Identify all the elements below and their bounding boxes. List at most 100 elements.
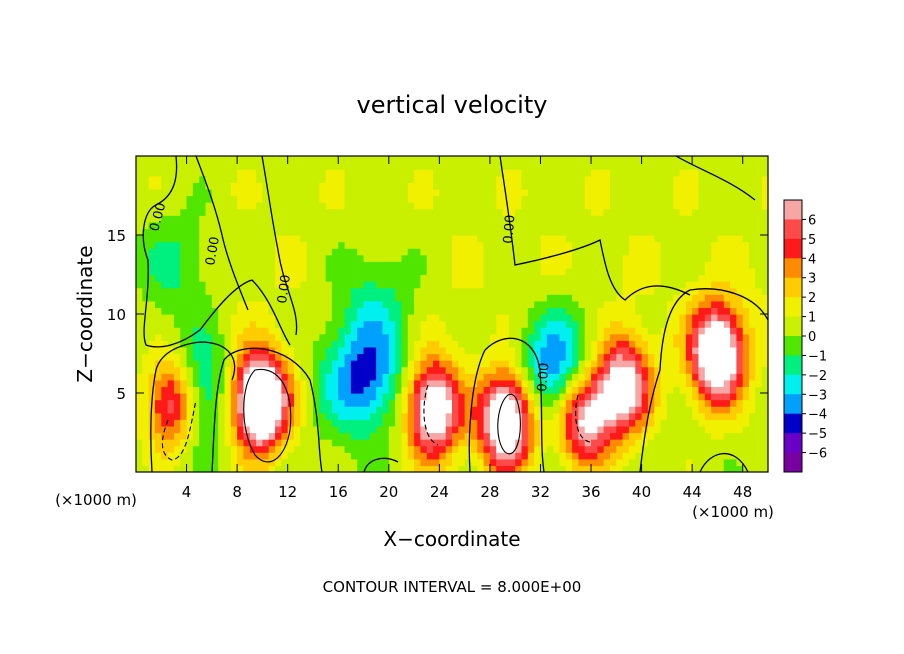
heatmap-cell — [666, 235, 674, 243]
heatmap-cell — [464, 346, 472, 355]
heatmap-cell — [477, 162, 485, 170]
heatmap-cell — [553, 366, 561, 374]
heatmap-cell — [508, 195, 516, 203]
heatmap-cell — [755, 373, 763, 381]
heatmap-cell — [704, 465, 712, 472]
heatmap-cell — [515, 175, 523, 183]
heatmap-cell — [616, 452, 624, 460]
zero-contour-line — [363, 457, 399, 472]
heatmap-cell — [445, 182, 453, 190]
heatmap-cell — [698, 162, 706, 170]
heatmap-cell — [420, 360, 428, 368]
heatmap-cell — [211, 274, 219, 282]
heatmap-cell — [660, 419, 668, 427]
heatmap-cell — [186, 261, 194, 269]
heatmap-cell — [331, 162, 339, 170]
heatmap-cell — [477, 340, 485, 348]
heatmap-cell — [704, 320, 712, 328]
heatmap-cell — [477, 307, 485, 315]
x-tick-label: 32 — [531, 483, 550, 501]
heatmap-cell — [635, 320, 643, 328]
heatmap-cell — [180, 307, 188, 315]
heatmap-cell — [433, 267, 440, 276]
heatmap-cell — [553, 333, 561, 341]
heatmap-cell — [666, 182, 674, 190]
heatmap-cell — [584, 445, 592, 453]
heatmap-cell — [616, 287, 624, 295]
heatmap-cell — [584, 399, 592, 407]
heatmap-cell — [407, 366, 415, 374]
heatmap-cell — [148, 261, 156, 269]
heatmap-cell — [477, 294, 485, 302]
heatmap-cell — [294, 386, 301, 394]
heatmap-cell — [452, 327, 459, 335]
heatmap-cell — [483, 406, 491, 414]
heatmap-cell — [237, 360, 245, 368]
heatmap-cell — [382, 169, 390, 177]
heatmap-cell — [426, 254, 434, 262]
heatmap-cell — [382, 333, 390, 341]
heatmap-cell — [742, 333, 750, 341]
heatmap-cell — [704, 406, 712, 414]
heatmap-cell — [249, 452, 257, 460]
heatmap-cell — [142, 379, 150, 388]
heatmap-cell — [256, 406, 263, 414]
heatmap-cell — [224, 340, 232, 348]
heatmap-cell — [534, 366, 542, 374]
heatmap-cell — [199, 320, 207, 328]
heatmap-cell — [268, 267, 276, 276]
heatmap-cell — [382, 373, 390, 381]
heatmap-cell — [666, 445, 674, 453]
heatmap-cell — [660, 314, 668, 322]
heatmap-cell — [350, 432, 358, 440]
heatmap-cell — [458, 215, 466, 223]
heatmap-cell — [692, 228, 700, 236]
heatmap-cell — [445, 156, 453, 164]
heatmap-cell — [230, 465, 238, 472]
heatmap-cell — [616, 353, 624, 361]
heatmap-cell — [723, 353, 731, 361]
heatmap-cell — [262, 419, 270, 427]
heatmap-cell — [325, 393, 333, 401]
heatmap-cell — [319, 175, 327, 183]
heatmap-cell — [350, 465, 358, 472]
heatmap-cell — [325, 307, 333, 315]
heatmap-cell — [559, 439, 567, 447]
heatmap-cell — [641, 419, 649, 427]
heatmap-cell — [281, 373, 289, 381]
heatmap-cell — [388, 175, 396, 183]
heatmap-cell — [249, 373, 257, 381]
heatmap-cell — [230, 235, 238, 243]
heatmap-cell — [610, 333, 617, 341]
colorbar-label: 3 — [808, 272, 816, 287]
heatmap-cell — [218, 208, 226, 216]
heatmap-cell — [584, 307, 592, 315]
heatmap-cell — [749, 307, 756, 315]
heatmap-cell — [622, 162, 630, 170]
heatmap-cell — [167, 360, 175, 368]
heatmap-cell — [502, 314, 510, 322]
heatmap-cell — [597, 439, 605, 447]
heatmap-cell — [205, 432, 213, 440]
heatmap-cell — [761, 156, 768, 164]
heatmap-cell — [357, 202, 365, 210]
heatmap-cell — [616, 281, 624, 289]
heatmap-cell — [464, 215, 472, 223]
heatmap-cell — [553, 393, 561, 401]
heatmap-cell — [192, 399, 200, 407]
heatmap-cell — [192, 228, 200, 236]
heatmap-cell — [300, 465, 308, 472]
heatmap-cell — [148, 445, 156, 453]
heatmap-cell — [666, 241, 674, 249]
heatmap-cell — [736, 215, 744, 223]
heatmap-cell — [635, 254, 643, 262]
heatmap-cell — [357, 235, 365, 243]
heatmap-cell — [559, 340, 567, 348]
heatmap-cell — [401, 379, 409, 388]
heatmap-cell — [673, 215, 681, 223]
heatmap-cell — [376, 169, 384, 177]
heatmap-cell — [395, 156, 403, 164]
heatmap-cell — [218, 162, 226, 170]
heatmap-cell — [477, 419, 485, 427]
heatmap-cell — [610, 241, 617, 249]
